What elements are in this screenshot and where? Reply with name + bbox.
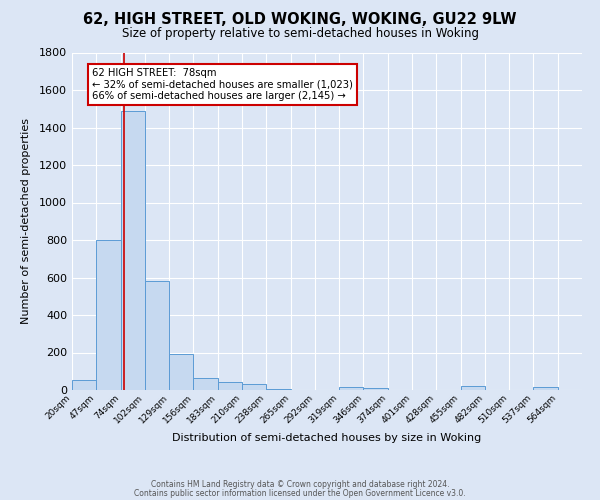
Bar xyxy=(533,387,558,390)
Bar xyxy=(96,240,121,390)
Bar xyxy=(72,380,96,390)
Bar xyxy=(218,382,242,390)
Text: 62, HIGH STREET, OLD WOKING, WOKING, GU22 9LW: 62, HIGH STREET, OLD WOKING, WOKING, GU2… xyxy=(83,12,517,28)
Bar xyxy=(364,388,388,390)
X-axis label: Distribution of semi-detached houses by size in Woking: Distribution of semi-detached houses by … xyxy=(172,433,482,443)
Bar xyxy=(339,387,364,390)
Bar xyxy=(121,110,145,390)
Bar xyxy=(461,386,485,390)
Text: Contains HM Land Registry data © Crown copyright and database right 2024.: Contains HM Land Registry data © Crown c… xyxy=(151,480,449,489)
Text: Contains public sector information licensed under the Open Government Licence v3: Contains public sector information licen… xyxy=(134,488,466,498)
Text: Size of property relative to semi-detached houses in Woking: Size of property relative to semi-detach… xyxy=(121,28,479,40)
Bar xyxy=(242,384,266,390)
Text: 62 HIGH STREET:  78sqm
← 32% of semi-detached houses are smaller (1,023)
66% of : 62 HIGH STREET: 78sqm ← 32% of semi-deta… xyxy=(92,68,353,101)
Bar xyxy=(169,354,193,390)
Y-axis label: Number of semi-detached properties: Number of semi-detached properties xyxy=(20,118,31,324)
Bar xyxy=(145,281,169,390)
Bar xyxy=(193,378,218,390)
Bar xyxy=(266,388,290,390)
